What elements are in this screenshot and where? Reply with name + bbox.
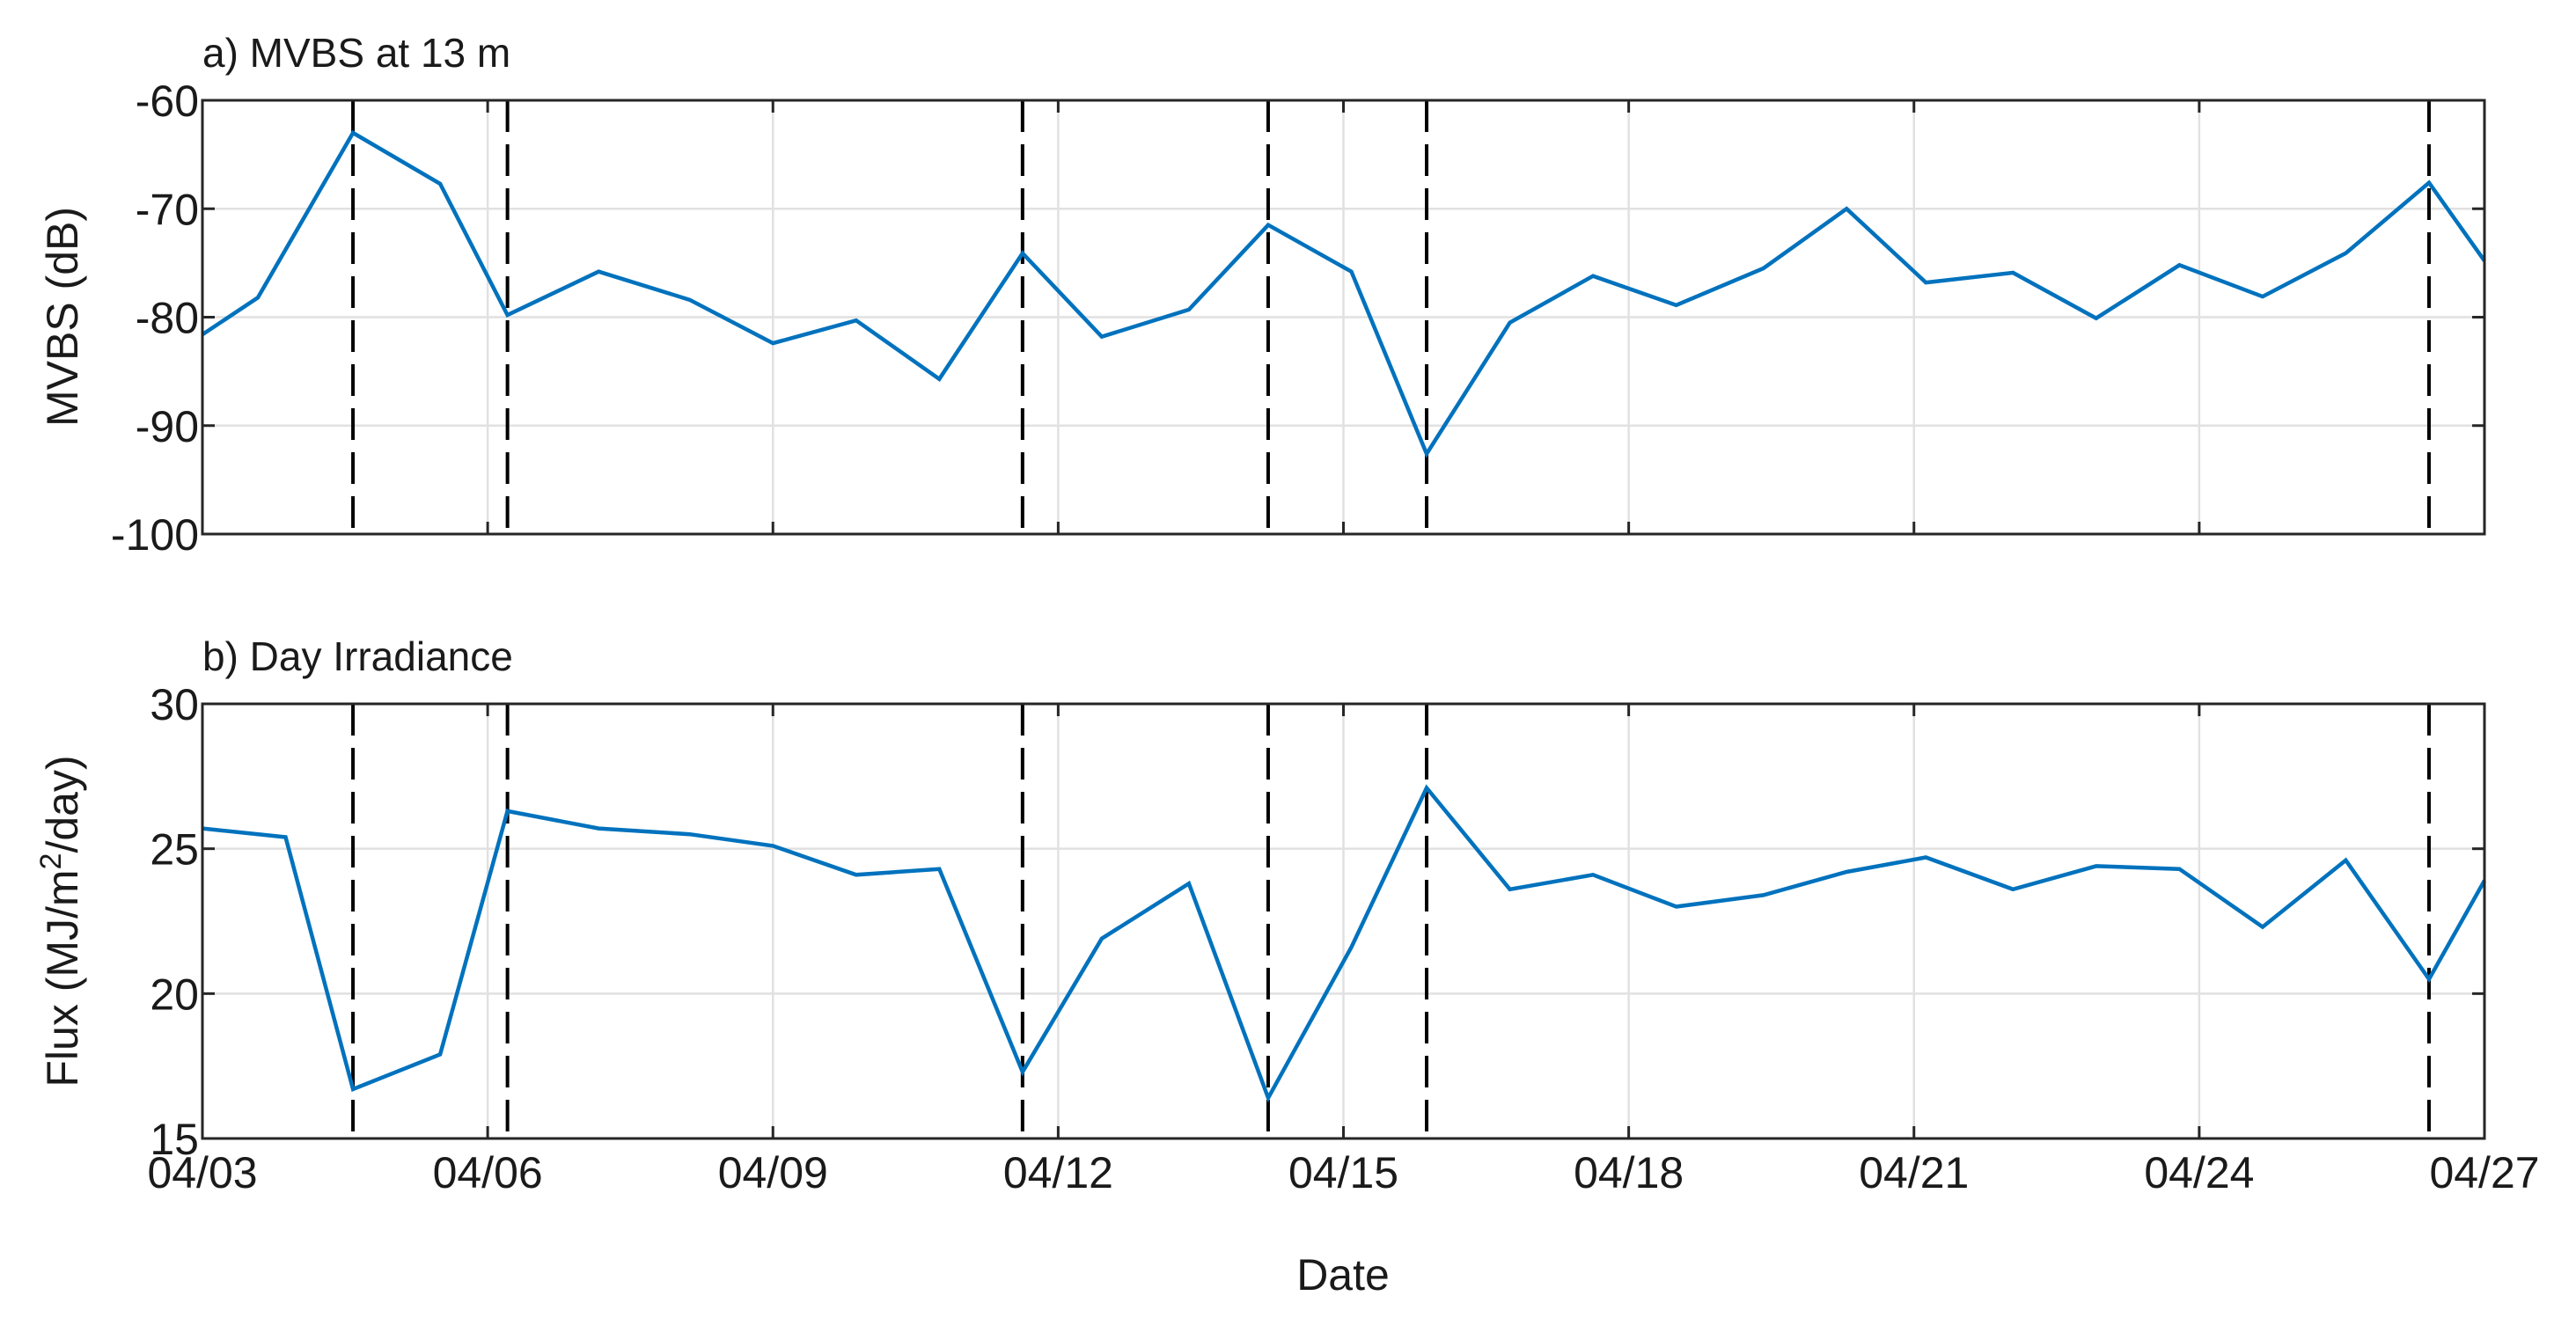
y-tick-label: -80 [136, 294, 199, 343]
y-tick-label: 20 [150, 970, 199, 1019]
y-tick-labels: 15 20 25 30 [150, 680, 199, 1164]
series-line [202, 784, 2486, 1103]
y-tick-label: -60 [136, 77, 199, 126]
ticks [201, 99, 2486, 536]
y-tick-label: 30 [150, 680, 199, 729]
x-tick-label: 04/27 [2429, 1148, 2539, 1197]
x-tick-label: 04/24 [2144, 1148, 2254, 1197]
event-lines [351, 100, 2431, 534]
y-axis-label: Flux (MJ/m2/day) [34, 755, 87, 1087]
x-tick-label: 04/21 [1859, 1148, 1969, 1197]
x-axis-label: Date [1296, 1250, 1390, 1299]
y-axis-label: MVBS (dB) [38, 207, 87, 427]
x-tick-label: 04/06 [433, 1148, 543, 1197]
x-tick-label: 04/03 [147, 1148, 257, 1197]
y-tick-label: -90 [136, 402, 199, 451]
series-line [201, 129, 2486, 458]
x-tick-label: 04/18 [1574, 1148, 1684, 1197]
series [202, 784, 2486, 1103]
panel-title: a) MVBS at 13 m [202, 30, 510, 76]
y-tick-label: -70 [136, 185, 199, 234]
panel-title: b) Day Irradiance [202, 633, 513, 679]
event-lines [351, 704, 2431, 1138]
x-tick-labels: 04/03 04/06 04/09 04/12 04/15 04/18 04/21 04/24… [147, 1148, 2539, 1197]
x-tick-label: 04/12 [1003, 1148, 1113, 1197]
x-tick-label: 04/15 [1288, 1148, 1398, 1197]
y-tick-label: -100 [111, 510, 199, 560]
y-tick-labels: -100 -90 -80 -70 -60 [111, 77, 199, 560]
y-tick-label: 25 [150, 825, 199, 875]
y-tick-label: 15 [150, 1115, 199, 1164]
panel-a-mvbs: -100 -90 -80 -70 -60 a) MVBS at 13 m MVBS (d… [38, 30, 2486, 560]
ticks [201, 702, 2486, 1140]
x-tick-label: 04/09 [718, 1148, 828, 1197]
